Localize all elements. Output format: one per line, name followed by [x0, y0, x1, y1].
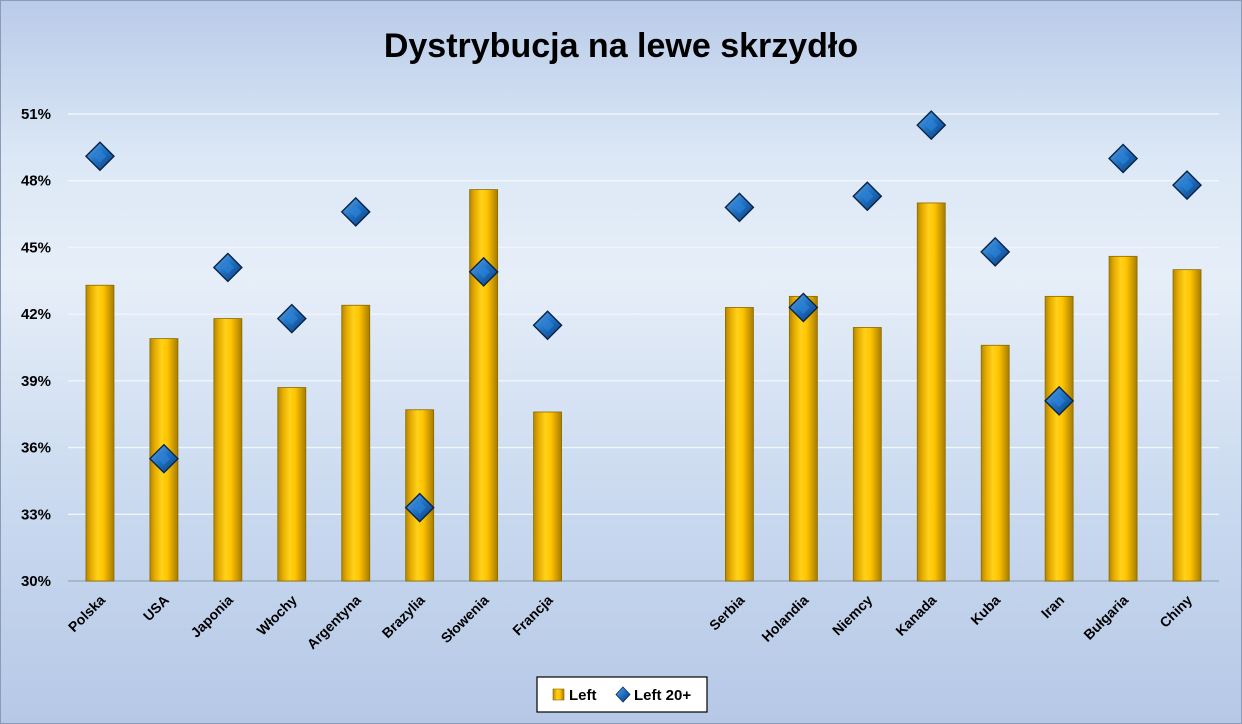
bar-left — [788, 295, 818, 582]
bar-left — [533, 411, 562, 582]
x-tick-label: Polska — [65, 592, 108, 635]
bar-left — [341, 304, 371, 582]
bars-layer — [85, 189, 1202, 582]
marker-left20-facet — [1180, 178, 1194, 192]
x-tick-label: Francja — [509, 592, 556, 639]
y-tick-label: 51% — [21, 106, 51, 123]
bar-left — [916, 202, 946, 582]
bar-left — [85, 284, 115, 582]
legend: Left Left 20+ — [536, 676, 708, 713]
y-tick-label: 45% — [21, 239, 51, 256]
bar-left — [1172, 269, 1202, 582]
y-tick-label: 39% — [21, 373, 51, 390]
x-tick-label: Słowenia — [438, 592, 492, 646]
bar-left — [213, 318, 243, 582]
bar-left — [980, 344, 1010, 582]
legend-left20-swatch — [615, 686, 631, 703]
marker-left20-facet — [541, 318, 554, 332]
legend-left-label: Left — [569, 687, 597, 704]
bar-left — [852, 327, 882, 582]
x-tick-label: USA — [140, 592, 172, 624]
marker-left20-facet — [988, 245, 1002, 259]
bar-left — [1108, 255, 1138, 582]
y-tick-label: 36% — [21, 440, 51, 457]
marker-left20-facet — [93, 149, 107, 163]
bar-left — [1044, 295, 1074, 582]
marker-left20-facet — [413, 501, 426, 514]
markers-layer — [84, 110, 1203, 523]
marker-left20-facet — [924, 118, 938, 132]
bar-left — [469, 189, 499, 582]
x-tick-label: Argentyna — [304, 592, 364, 652]
marker-left20-facet — [1116, 152, 1130, 165]
x-tick-label: Brazylia — [379, 592, 428, 641]
y-axis-labels: 30% 33% 36% 39% 42% 45% 48% 51% — [21, 106, 51, 590]
bar-left — [725, 307, 754, 582]
y-tick-label: 48% — [21, 173, 51, 190]
x-tick-label: Włochy — [253, 592, 300, 639]
legend-left20-label: Left 20+ — [634, 687, 691, 704]
x-tick-label: Chiny — [1156, 592, 1195, 631]
x-tick-label: Kuba — [967, 592, 1003, 628]
x-tick-label: Serbia — [706, 592, 748, 634]
marker-left20-facet — [221, 261, 235, 274]
x-tick-label: Bułgaria — [1080, 592, 1131, 643]
marker-left20-facet — [861, 189, 874, 203]
marker-left20-facet — [797, 301, 810, 314]
x-axis-labels: Polska USA Japonia Włochy Argentyna Brazylia S… — [65, 592, 1195, 652]
legend-left-swatch — [552, 688, 565, 701]
y-tick-label: 42% — [21, 306, 51, 323]
marker-left20-facet — [1052, 394, 1066, 408]
x-tick-label: Holandia — [758, 592, 811, 645]
marker-left20-facet — [349, 205, 363, 219]
y-tick-label: 33% — [21, 506, 51, 523]
marker-left20-facet — [477, 265, 490, 279]
x-tick-label: Niemcy — [829, 592, 876, 639]
marker-left20-facet — [285, 312, 299, 325]
bar-left — [277, 387, 307, 582]
x-tick-label: Kanada — [892, 592, 939, 639]
marker-left20-facet — [733, 201, 746, 214]
chart-title: Dystrybucja na lewe skrzydło — [384, 27, 858, 65]
y-tick-label: 30% — [21, 573, 51, 590]
x-tick-label: Iran — [1038, 592, 1067, 621]
grid-layer — [68, 113, 1219, 582]
x-tick-label: Japonia — [187, 592, 236, 641]
marker-left20-facet — [157, 452, 171, 465]
